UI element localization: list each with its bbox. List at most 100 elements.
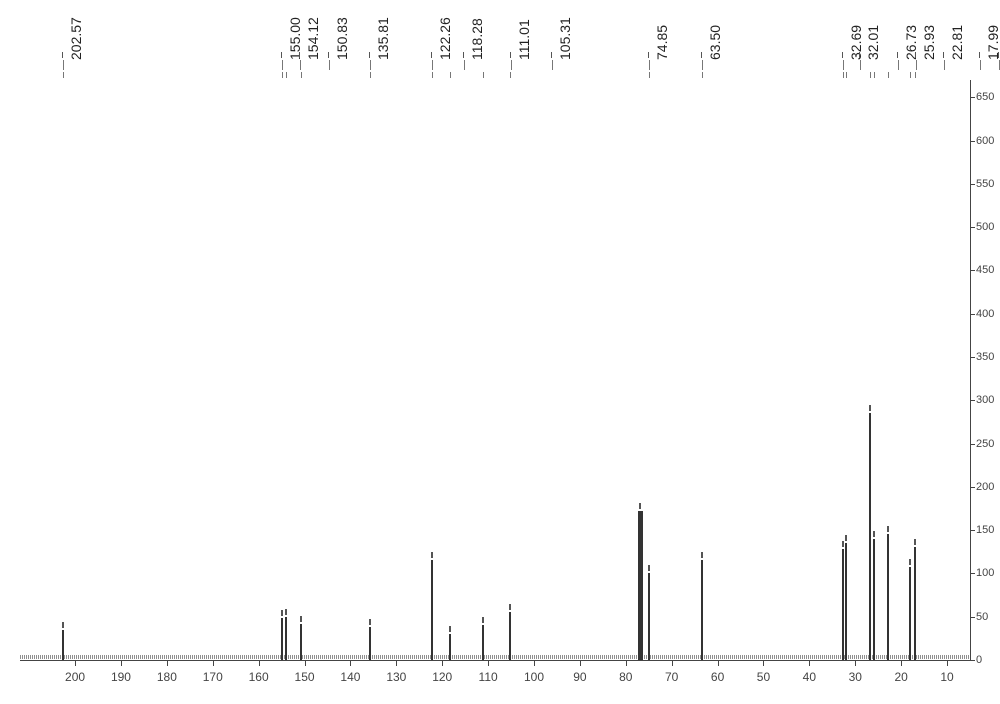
label-dash [431, 52, 432, 58]
y-tick [970, 617, 975, 618]
y-tick-label: 0 [976, 654, 982, 666]
label-leader [63, 60, 64, 70]
x-tick-label: 190 [111, 670, 131, 684]
peak-label: 32.69 [848, 25, 864, 60]
peak-label: 22.81 [949, 25, 965, 60]
x-tick [947, 660, 948, 666]
label-leader [432, 60, 433, 70]
label-leader [464, 60, 465, 70]
label-leader [63, 72, 64, 78]
x-tick-label: 200 [65, 670, 85, 684]
peak-label: 150.83 [334, 17, 350, 60]
x-tick-label: 30 [849, 670, 862, 684]
label-dash [510, 52, 511, 58]
label-dash [299, 52, 300, 58]
x-tick-label: 110 [479, 670, 498, 684]
x-tick-label: 140 [340, 670, 360, 684]
peak-label: 118.28 [469, 18, 485, 60]
label-dash [897, 52, 898, 58]
y-tick [970, 227, 975, 228]
x-tick [672, 660, 673, 666]
peak [285, 617, 287, 660]
y-tick-label: 600 [976, 135, 994, 147]
peak-top-mark [281, 610, 283, 616]
label-dash [701, 52, 702, 58]
y-tick-label: 350 [976, 351, 994, 363]
label-dash [62, 52, 63, 58]
x-tick-label: 120 [432, 670, 452, 684]
x-tick-label: 180 [157, 670, 177, 684]
label-leader [860, 60, 861, 70]
peak [701, 560, 703, 660]
y-tick [970, 314, 975, 315]
label-leader [944, 60, 945, 70]
y-tick-label: 450 [976, 264, 994, 276]
y-tick-label: 650 [976, 91, 994, 103]
x-tick [213, 660, 214, 666]
solvent-peak [638, 511, 643, 660]
label-leader [910, 72, 911, 78]
peak-label: 63.50 [707, 25, 723, 60]
peak-label: 202.57 [68, 17, 84, 60]
y-tick [970, 270, 975, 271]
y-tick [970, 660, 975, 661]
x-tick [305, 660, 306, 666]
peak [873, 539, 875, 660]
y-tick [970, 141, 975, 142]
peak-label: 154.12 [305, 17, 321, 60]
peak-top-mark [914, 539, 916, 545]
peak [300, 624, 302, 660]
y-tick-label: 400 [976, 308, 994, 320]
x-tick [855, 660, 856, 666]
label-dash [463, 52, 464, 58]
label-dash [551, 52, 552, 58]
x-tick [442, 660, 443, 666]
peak [281, 618, 283, 660]
x-tick-label: 40 [803, 670, 816, 684]
x-tick-label: 130 [386, 670, 406, 684]
x-tick [396, 660, 397, 666]
x-axis-line [20, 660, 970, 661]
y-tick-label: 50 [976, 611, 988, 623]
x-tick-label: 20 [894, 670, 907, 684]
peak-label: 135.81 [375, 17, 391, 60]
y-tick-label: 200 [976, 481, 994, 493]
peak-label: 111.01 [516, 19, 532, 60]
peak-top-mark [648, 565, 650, 571]
x-tick [167, 660, 168, 666]
label-leader [846, 72, 847, 78]
x-tick-label: 160 [249, 670, 269, 684]
label-leader [329, 60, 330, 70]
peak [845, 543, 847, 660]
peak [449, 634, 451, 660]
y-tick [970, 97, 975, 98]
label-leader [511, 60, 512, 70]
peak-top-mark [873, 531, 875, 537]
peak [914, 547, 916, 660]
peak [842, 549, 844, 660]
peak-top-mark [869, 405, 871, 411]
label-leader [370, 60, 371, 70]
x-tick [121, 660, 122, 666]
label-leader [874, 72, 875, 78]
y-tick-label: 100 [976, 567, 994, 579]
label-leader [916, 60, 917, 70]
x-tick [488, 660, 489, 666]
peak-top-mark [639, 503, 641, 509]
label-leader [649, 72, 650, 78]
peak [648, 573, 650, 660]
x-tick [580, 660, 581, 666]
peak-top-mark [701, 552, 703, 558]
x-tick-label: 10 [940, 670, 953, 684]
peak-top-mark [369, 619, 371, 625]
y-tick-label: 150 [976, 524, 994, 536]
label-leader [980, 60, 981, 70]
label-leader [282, 60, 283, 70]
label-leader [483, 72, 484, 78]
peak-top-mark [62, 622, 64, 628]
peak-top-mark [300, 616, 302, 622]
baseline-noise [20, 655, 970, 659]
y-tick [970, 184, 975, 185]
label-leader [300, 60, 301, 70]
label-leader [450, 72, 451, 78]
